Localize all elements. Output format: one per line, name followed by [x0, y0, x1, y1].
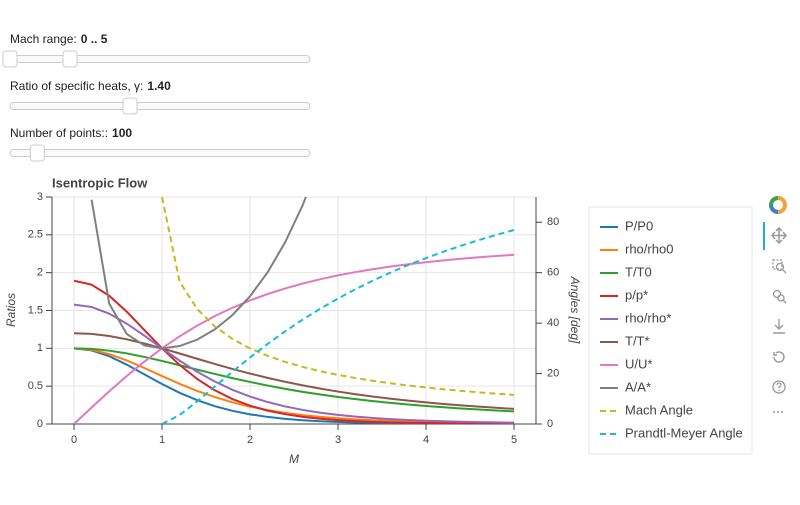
y2-tick-label: 20 — [547, 367, 559, 379]
x-tick-label: 2 — [247, 434, 253, 446]
y-tick-label: 2 — [37, 267, 43, 279]
y-axis-label: Ratios — [4, 293, 18, 327]
y-tick-label: 3 — [37, 191, 43, 203]
x-tick-label: 0 — [71, 434, 77, 446]
toolbar — [763, 196, 787, 413]
slider-track — [9, 102, 311, 110]
series-line — [73, 253, 515, 424]
legend-label: Mach Angle — [625, 402, 693, 417]
pan-tool[interactable] — [771, 226, 787, 245]
y2-axis-label: Angles [deg] — [568, 276, 582, 344]
series-line — [90, 197, 307, 350]
slider-title: Ratio of specific heats, γ: — [10, 79, 143, 93]
legend-box — [588, 206, 753, 455]
y-tick-label: 0.5 — [28, 380, 43, 392]
plot-area — [73, 197, 515, 424]
y-tick-label: 1 — [37, 342, 43, 354]
legend-label: T/T* — [625, 333, 650, 348]
x-axis-label: M — [289, 452, 299, 466]
legend-label: rho/rho* — [625, 310, 671, 325]
y2-tick-label: 80 — [547, 216, 559, 228]
chart-title: Isentropic Flow — [52, 175, 148, 190]
more-tool[interactable] — [773, 411, 783, 413]
y-tick-label: 1.5 — [28, 304, 43, 316]
slider-label: Mach range: 0 .. 5 — [10, 32, 108, 46]
slider-handle[interactable] — [2, 50, 18, 68]
slider-handle[interactable] — [29, 144, 45, 162]
active-indicator — [763, 222, 765, 250]
y2-tick-label: 0 — [547, 418, 553, 430]
slider-track — [9, 55, 311, 63]
box-zoom-tool[interactable] — [772, 259, 787, 274]
help-tool[interactable] — [772, 380, 786, 394]
slider-handle[interactable] — [122, 97, 138, 115]
x-tick-label: 3 — [335, 434, 341, 446]
reset-tool[interactable] — [773, 351, 785, 363]
legend-label: rho/rho0 — [625, 241, 673, 256]
series-line — [73, 332, 515, 410]
series-line — [161, 197, 515, 396]
series-line — [73, 279, 515, 424]
y2-tick-label: 40 — [547, 317, 559, 329]
slider-value: 0 .. 5 — [81, 32, 108, 46]
y-tick-label: 2.5 — [28, 229, 43, 241]
save-tool[interactable] — [773, 319, 785, 334]
slider-value: 100 — [112, 126, 132, 140]
slider-handle[interactable] — [62, 50, 78, 68]
series-line — [161, 229, 515, 424]
y-tick-label: 0 — [37, 418, 43, 430]
slider-label: Ratio of specific heats, γ: 1.40 — [10, 79, 171, 93]
x-tick-label: 4 — [423, 434, 429, 446]
legend-label: A/A* — [625, 379, 651, 394]
legend-label: P/P0 — [625, 218, 653, 233]
x-tick-label: 1 — [159, 434, 165, 446]
slider-value: 1.40 — [147, 79, 171, 93]
slider-title: Mach range: — [10, 32, 77, 46]
wheel-zoom-tool[interactable] — [772, 289, 787, 304]
series-line — [73, 347, 515, 413]
legend-label: p/p* — [625, 287, 648, 302]
legend-label: U/U* — [625, 356, 652, 371]
y2-tick-label: 60 — [547, 267, 559, 279]
slider-label: Number of points:: 100 — [10, 126, 132, 140]
legend-label: Prandtl-Meyer Angle — [625, 425, 743, 440]
legend-label: T/T0 — [625, 264, 652, 279]
x-tick-label: 5 — [511, 434, 517, 446]
slider-title: Number of points:: — [10, 126, 108, 140]
series-line — [73, 347, 515, 424]
bokeh-logo[interactable] — [769, 196, 787, 214]
series-line — [73, 303, 515, 424]
slider-track — [9, 149, 311, 157]
